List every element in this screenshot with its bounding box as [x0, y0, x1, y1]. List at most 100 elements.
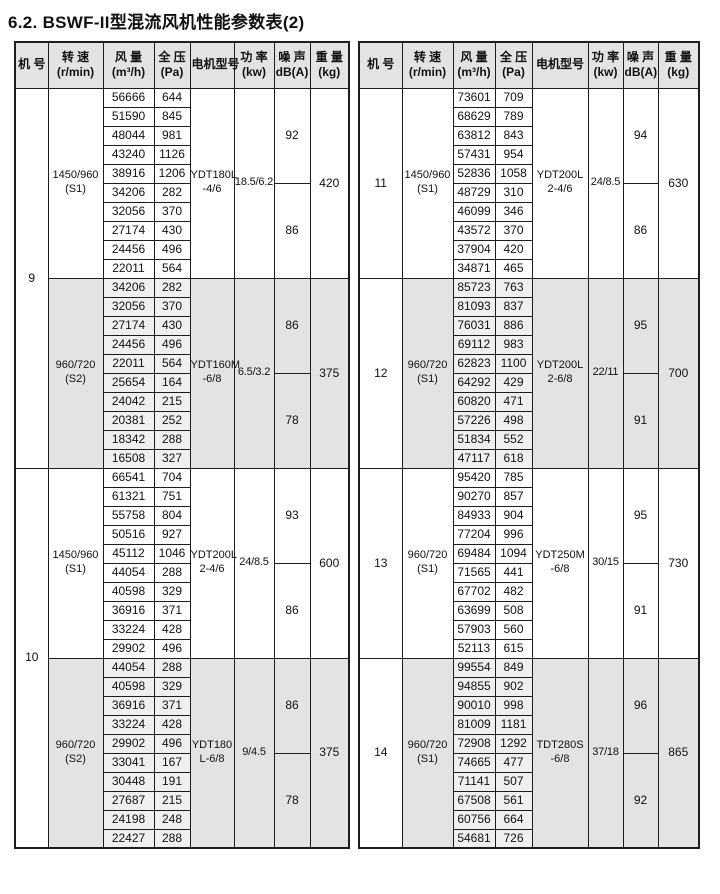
speed-cell: 1450/960 (S1) [47, 467, 104, 659]
pressure-cell: 288 [153, 429, 191, 450]
fan-performance-table-left: 机 号 转 速 (r/min) 风 量 (m³/h) 全 压 (Pa) 电机型号 [14, 41, 350, 849]
volume-cell: 60820 [452, 391, 496, 412]
weight-cell: 630 [657, 87, 700, 279]
noise-high-cell: 92 [273, 87, 311, 184]
volume-cell: 50516 [102, 524, 155, 545]
table-row: 48044 981 [15, 125, 349, 146]
pressure-cell: 498 [494, 410, 533, 431]
col-header-weight-label: 重 量 [664, 49, 692, 64]
table-row: 55758 804 [15, 505, 349, 526]
volume-cell: 95420 [452, 467, 496, 488]
table-row: 46099 346 [359, 201, 699, 222]
table-row: 62823 1100 [359, 353, 699, 374]
noise-high-cell: 86 [273, 657, 311, 754]
pressure-cell: 618 [494, 448, 533, 469]
table-row: 40598 329 [15, 676, 349, 697]
volume-cell: 63699 [452, 600, 496, 621]
motor-cell: YDT250M -6/8 [531, 467, 589, 659]
weight-cell: 730 [657, 467, 700, 659]
machine-no-cell: 12 [358, 277, 403, 469]
table-row: 71141 507 [359, 771, 699, 792]
pressure-cell: 420 [494, 239, 533, 260]
pressure-cell: 477 [494, 752, 533, 773]
volume-cell: 22011 [102, 258, 155, 279]
volume-cell: 99554 [452, 657, 496, 678]
table-row: 69484 1094 [359, 543, 699, 564]
motor-cell: YDT180L -4/6 [189, 87, 237, 279]
pressure-cell: 282 [153, 277, 191, 298]
pressure-cell: 428 [153, 714, 191, 735]
col-header-pressure-unit: (Pa) [160, 65, 184, 80]
pressure-cell: 552 [494, 429, 533, 450]
pressure-cell: 1206 [153, 163, 191, 184]
col-header-noise-label: 噪 声 [626, 49, 655, 64]
col-header-weight-label: 重 量 [315, 49, 343, 64]
volume-cell: 24042 [102, 391, 155, 412]
pressure-cell: 1094 [494, 543, 533, 564]
volume-cell: 90010 [452, 695, 496, 716]
col-header-noise-unit: dB(A) [624, 65, 658, 80]
col-header-volume-unit: (m³/h) [457, 65, 491, 80]
pressure-cell: 288 [153, 657, 191, 678]
pressure-cell: 998 [494, 695, 533, 716]
pressure-cell: 482 [494, 581, 533, 602]
table-row: 40598 329 [15, 581, 349, 602]
pressure-cell: 430 [153, 220, 191, 241]
table-row: 960/720 (S2) 34206 282 YDT160M -6/8 6.5/3.2 86 3… [15, 277, 350, 469]
tables-container: 机 号 转 速 (r/min) 风 量 (m³/h) 全 压 (Pa) 电机型号 [14, 41, 720, 849]
volume-cell: 67508 [452, 790, 496, 811]
volume-cell: 27687 [102, 790, 155, 811]
table-row: 57226 498 [359, 410, 699, 431]
col-header-speed-label: 转 速 [61, 49, 90, 64]
pressure-cell: 983 [494, 334, 533, 355]
col-header-volume: 风 量 (m³/h) [102, 41, 155, 89]
table-row: 22011 564 [15, 353, 349, 374]
page-title: 6.2. BSWF-II型混流风机性能参数表(2) [8, 13, 305, 32]
power-cell: 24/8.5 [587, 87, 624, 279]
table-row: 47117 618 [359, 448, 699, 469]
col-header-noise: 噪 声 dB(A) [622, 41, 659, 89]
col-header-speed-label: 转 速 [413, 49, 442, 64]
col-header-volume: 风 量 (m³/h) [452, 41, 496, 89]
table-row: 32056 370 [15, 201, 349, 222]
pressure-cell: 288 [153, 562, 191, 583]
table-row: 60756 664 [359, 809, 699, 830]
volume-cell: 68629 [452, 106, 496, 127]
table-row: 24042 215 [15, 391, 349, 412]
col-header-noise-label: 噪 声 [278, 49, 306, 64]
noise-high-cell: 86 [273, 277, 311, 374]
table-row: 960/720 (S2) 44054 288 YDT180 L-6/8 9/4.5 86 375 [15, 657, 350, 849]
table-row: 24198 248 [15, 809, 349, 830]
volume-cell: 52836 [452, 163, 496, 184]
volume-cell: 16508 [102, 448, 155, 469]
volume-cell: 63812 [452, 125, 496, 146]
volume-cell: 36916 [102, 695, 155, 716]
noise-high-cell: 96 [622, 657, 659, 754]
pressure-cell: 954 [494, 144, 533, 165]
col-header-pressure-label: 全 压 [499, 49, 528, 64]
volume-cell: 69484 [452, 543, 496, 564]
weight-cell: 375 [309, 277, 350, 469]
col-header-machine: 机 号 [358, 41, 403, 89]
volume-cell: 24456 [102, 239, 155, 260]
volume-cell: 54681 [452, 828, 496, 849]
volume-cell: 57903 [452, 619, 496, 640]
noise-low-cell: 92 [622, 752, 659, 849]
volume-cell: 55758 [102, 505, 155, 526]
power-cell: 37/18 [587, 657, 624, 849]
volume-cell: 57431 [452, 144, 496, 165]
col-header-pressure-label: 全 压 [158, 49, 186, 64]
pressure-cell: 496 [153, 733, 191, 754]
table-row: 60820 471 [359, 391, 699, 412]
volume-cell: 62823 [452, 353, 496, 374]
table-row: 57903 560 [359, 619, 699, 640]
col-header-noise: 噪 声 dB(A) [273, 41, 311, 89]
power-cell: 24/8.5 [233, 467, 275, 659]
table-row: 30448 191 [15, 771, 349, 792]
col-header-weight-unit: (kg) [667, 65, 690, 80]
pressure-cell: 1058 [494, 163, 533, 184]
volume-cell: 85723 [452, 277, 496, 298]
pressure-cell: 329 [153, 676, 191, 697]
power-cell: 18.5/6.2 [233, 87, 275, 279]
pressure-cell: 789 [494, 106, 533, 127]
